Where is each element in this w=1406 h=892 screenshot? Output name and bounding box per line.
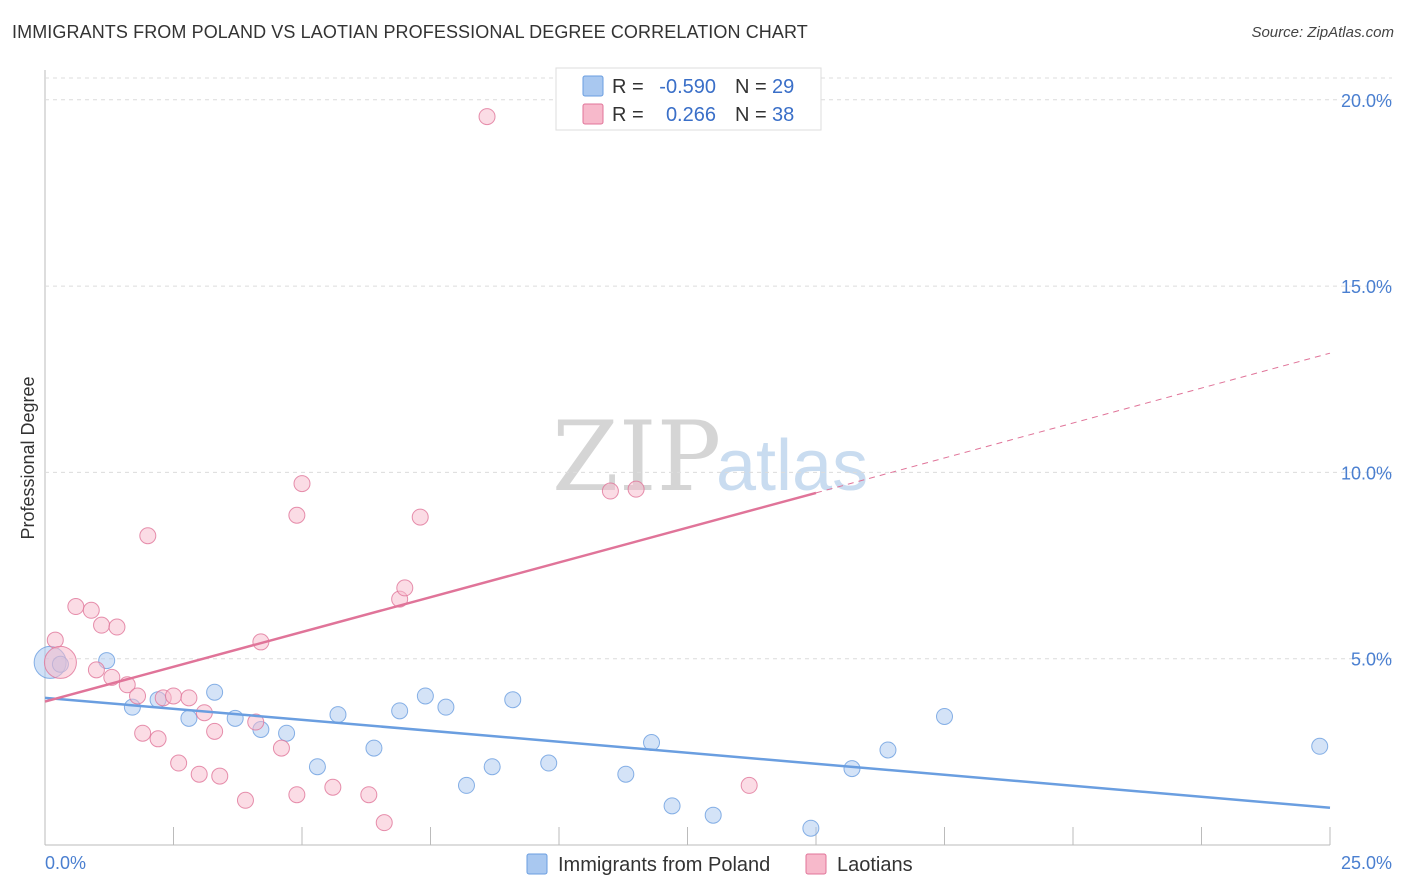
series-legend-swatch-laotians: [805, 853, 827, 875]
laotians-point: [43, 645, 77, 679]
poland-point: [308, 758, 326, 776]
laotians-point: [190, 765, 208, 783]
laotians-point: [324, 778, 342, 796]
laotians-point: [82, 601, 100, 619]
laotians-point: [272, 739, 290, 757]
laotians-point: [411, 508, 429, 526]
x-tick-label-max: 25.0%: [1341, 853, 1392, 873]
laotians-trend-line: [44, 491, 817, 703]
laotians-point: [601, 482, 619, 500]
laotians-point: [108, 618, 126, 636]
stats-legend: R = -0.590 N = 29 R = 0.266 N = 38: [555, 67, 822, 131]
y-axis-label: Professional Degree: [18, 376, 38, 539]
gridlines: [45, 77, 1392, 660]
poland-point: [663, 797, 681, 815]
poland-point: [391, 702, 409, 720]
series-legend-label-poland: Immigrants from Poland: [558, 854, 770, 876]
laotians-point: [93, 616, 111, 634]
poland-point: [206, 683, 224, 701]
series-legend-label-laotians: Laotians: [837, 854, 913, 876]
legend-n-value-laotians: 38: [772, 104, 794, 126]
legend-swatch-laotians: [582, 103, 604, 125]
legend-n-label-laotians: N =: [735, 104, 767, 126]
poland-point: [365, 739, 383, 757]
y-tick-label: 20.0%: [1341, 91, 1392, 111]
laotians-point: [129, 687, 147, 705]
poland-point: [617, 765, 635, 783]
legend-swatch-poland: [582, 75, 604, 97]
laotians-trend-extension: [815, 352, 1331, 494]
laotians-point: [46, 631, 64, 649]
poland-point: [936, 707, 953, 725]
legend-r-value-laotians: 0.266: [666, 104, 716, 126]
poland-trend-line: [44, 696, 1331, 809]
laotians-point: [87, 661, 105, 679]
y-tick-labels: 5.0% 10.0% 15.0% 20.0%: [1341, 91, 1392, 670]
laotians-point: [149, 730, 167, 748]
y-tick-label: 10.0%: [1341, 463, 1392, 483]
laotians-point: [170, 754, 188, 772]
watermark-atlas: atlas: [716, 426, 868, 506]
laotians-point: [236, 791, 254, 809]
laotians-point: [360, 786, 378, 804]
legend-r-value-poland: -0.590: [659, 76, 716, 98]
poland-point: [843, 760, 861, 778]
legend-n-label-poland: N =: [735, 76, 767, 98]
laotians-point: [180, 689, 198, 707]
poland-point: [278, 724, 296, 742]
poland-point: [329, 706, 347, 724]
laotians-point: [627, 480, 645, 498]
poland-point: [457, 776, 475, 794]
laotians-point: [288, 786, 306, 804]
poland-point: [879, 741, 897, 759]
laotians-point: [139, 527, 157, 545]
laotians-point: [375, 814, 393, 832]
trend-lines: [44, 352, 1331, 809]
laotians-point: [478, 108, 496, 126]
laotians-point: [396, 579, 414, 597]
poland-point: [416, 687, 434, 705]
laotians-point: [134, 724, 152, 742]
data-points: [33, 108, 1329, 837]
series-legend-swatch-poland: [526, 853, 548, 875]
chart-title: IMMIGRANTS FROM POLAND VS LAOTIAN PROFES…: [12, 22, 808, 42]
poland-point: [1311, 737, 1329, 755]
poland-point: [704, 806, 722, 824]
source-credit: Source: ZipAtlas.com: [1251, 24, 1394, 41]
laotians-point: [247, 713, 265, 731]
poland-point: [180, 709, 198, 727]
legend-r-label-laotians: R =: [612, 104, 644, 126]
poland-point: [437, 698, 455, 716]
y-tick-label: 5.0%: [1351, 650, 1392, 670]
laotians-point: [206, 722, 224, 740]
laotians-point: [211, 767, 229, 785]
x-tick-label-min: 0.0%: [45, 853, 86, 873]
legend-r-label-poland: R =: [612, 76, 644, 98]
y-tick-label: 15.0%: [1341, 277, 1392, 297]
laotians-point: [165, 687, 182, 705]
poland-point: [802, 819, 820, 837]
series-legend: Immigrants from Poland Laotians: [526, 853, 913, 876]
laotians-point: [288, 506, 306, 524]
poland-point: [504, 691, 522, 709]
legend-n-value-poland: 29: [772, 76, 794, 98]
laotians-point: [740, 776, 758, 794]
laotians-point: [67, 598, 85, 616]
laotians-point: [293, 475, 311, 493]
poland-point: [540, 754, 558, 772]
x-axis-ticks: [173, 827, 1331, 845]
poland-point: [483, 758, 501, 776]
